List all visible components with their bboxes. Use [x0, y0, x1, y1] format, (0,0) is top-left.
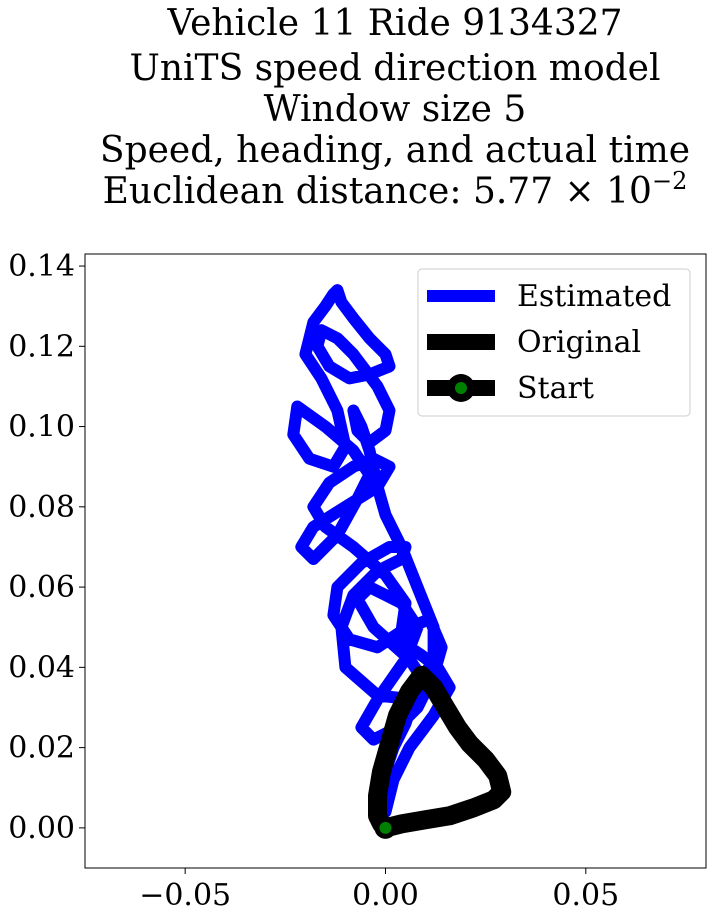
title-metric-base: 10 [606, 171, 652, 212]
title-metric-mantissa: 5.77 [473, 171, 565, 212]
legend: Estimated Original Start [417, 268, 691, 417]
legend-box [417, 268, 691, 417]
y-tick-label: 0.00 [8, 811, 75, 846]
title-metric-prefix: Euclidean distance: [103, 171, 473, 212]
axes-frame [84, 253, 707, 869]
title-line-4: Speed, heading, and actual time [100, 130, 690, 171]
title-metric-times: × [565, 171, 607, 212]
title-line-2: UniTS speed direction model [130, 48, 661, 89]
x-axis: −0.05 0.00 0.05 [139, 868, 619, 913]
legend-start-marker [455, 382, 467, 394]
y-tick-label: 0.14 [8, 249, 75, 284]
x-tick-label: 0.00 [352, 878, 419, 913]
x-tick-label: −0.05 [139, 878, 231, 913]
series-line-estimated [287, 284, 456, 818]
legend-label-start: Start [517, 371, 594, 406]
title-metric: Euclidean distance: 5.77 × 10−2 [103, 167, 688, 212]
x-tick-label: 0.05 [552, 878, 619, 913]
series-layer [287, 284, 512, 839]
y-tick-label: 0.12 [8, 329, 75, 364]
title-line-3: Window size 5 [264, 89, 527, 130]
start-marker [379, 821, 392, 834]
y-tick-label: 0.08 [8, 490, 75, 525]
legend-label-estimated: Estimated [517, 279, 671, 314]
y-tick-label: 0.02 [8, 731, 75, 766]
title-metric-exponent: −2 [652, 167, 687, 195]
y-axis: 0.00 0.02 0.04 0.06 0.08 0.10 0.12 0.14 [8, 249, 85, 846]
series-line-original [368, 665, 512, 838]
y-tick-label: 0.04 [8, 650, 75, 685]
y-tick-label: 0.10 [8, 410, 75, 445]
title-line-1: Vehicle 11 Ride 9134327 [166, 3, 622, 44]
legend-label-original: Original [517, 325, 641, 360]
y-tick-label: 0.06 [8, 570, 75, 605]
